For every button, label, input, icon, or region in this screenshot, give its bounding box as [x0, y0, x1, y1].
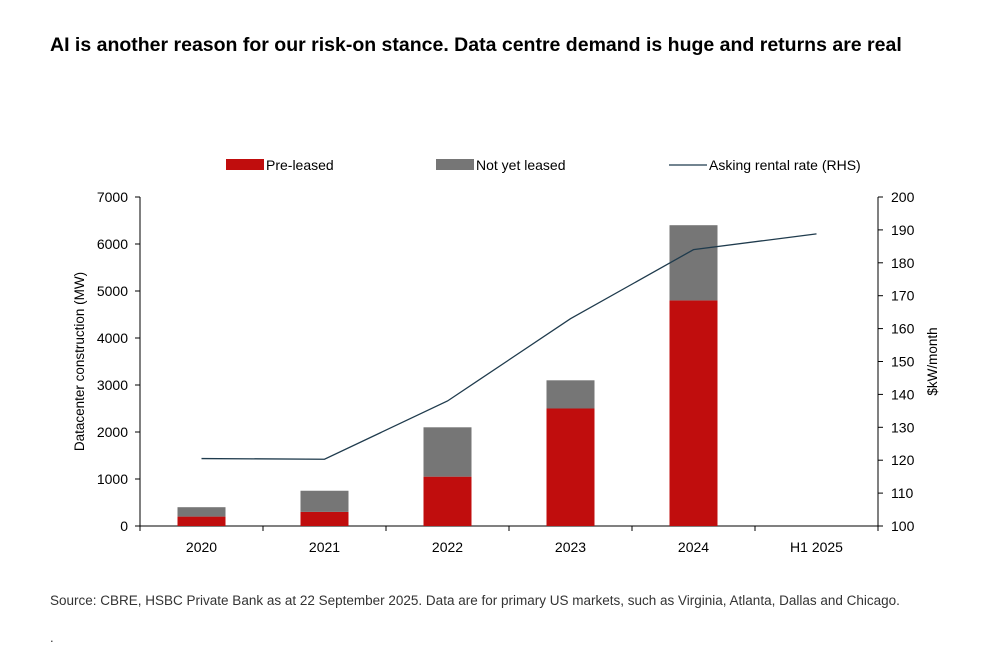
right-tick-label: 200	[891, 189, 915, 205]
x-tick-label: 2024	[678, 539, 709, 555]
left-tick-label: 7000	[97, 189, 128, 205]
legend-label-asking-rental-rate: Asking rental rate (RHS)	[709, 157, 861, 173]
right-tick-label: 100	[891, 518, 915, 534]
right-tick-label: 110	[891, 485, 914, 501]
right-tick-label: 130	[891, 419, 915, 435]
x-tick-label: 2021	[309, 539, 340, 555]
source-note: Source: CBRE, HSBC Private Bank as at 22…	[50, 593, 900, 608]
bar-not-yet-leased	[546, 380, 595, 409]
left-tick-label: 3000	[97, 377, 128, 393]
asking-rental-rate-line	[201, 233, 817, 460]
chart-title: AI is another reason for our risk-on sta…	[50, 34, 902, 56]
bar-not-yet-leased	[669, 225, 718, 301]
right-tick-label: 150	[891, 354, 915, 370]
right-tick-label: 160	[891, 321, 915, 337]
legend-label-pre-leased: Pre-leased	[266, 157, 334, 173]
bar-not-yet-leased	[423, 427, 472, 477]
bar-pre-leased	[423, 476, 472, 526]
left-tick-label: 5000	[97, 283, 128, 299]
bar-not-yet-leased	[177, 507, 226, 517]
footer-mark: .	[50, 630, 54, 645]
x-tick-label: 2023	[555, 539, 586, 555]
left-tick-label: 1000	[97, 471, 128, 487]
bar-not-yet-leased	[300, 490, 349, 512]
y2-axis-title: $kW/month	[925, 327, 940, 395]
bar-pre-leased	[669, 300, 718, 526]
legend-swatch-not-yet-leased	[436, 159, 474, 170]
left-tick-label: 2000	[97, 424, 128, 440]
right-tick-label: 140	[891, 386, 915, 402]
x-tick-label: 2020	[186, 539, 217, 555]
left-tick-label: 4000	[97, 330, 128, 346]
left-tick-label: 6000	[97, 236, 128, 252]
right-tick-label: 190	[891, 222, 915, 238]
right-tick-label: 120	[891, 452, 915, 468]
bar-pre-leased	[546, 408, 595, 526]
x-tick-label: 2022	[432, 539, 463, 555]
x-tick-label: H1 2025	[790, 539, 843, 555]
legend-swatch-pre-leased	[226, 159, 264, 170]
legend-label-not-yet-leased: Not yet leased	[476, 157, 566, 173]
right-tick-label: 170	[891, 288, 915, 304]
y-axis-title: Datacenter construction (MW)	[72, 272, 87, 451]
right-tick-label: 180	[891, 255, 915, 271]
bar-pre-leased	[300, 511, 349, 526]
left-tick-label: 0	[120, 518, 128, 534]
bar-pre-leased	[177, 516, 226, 526]
